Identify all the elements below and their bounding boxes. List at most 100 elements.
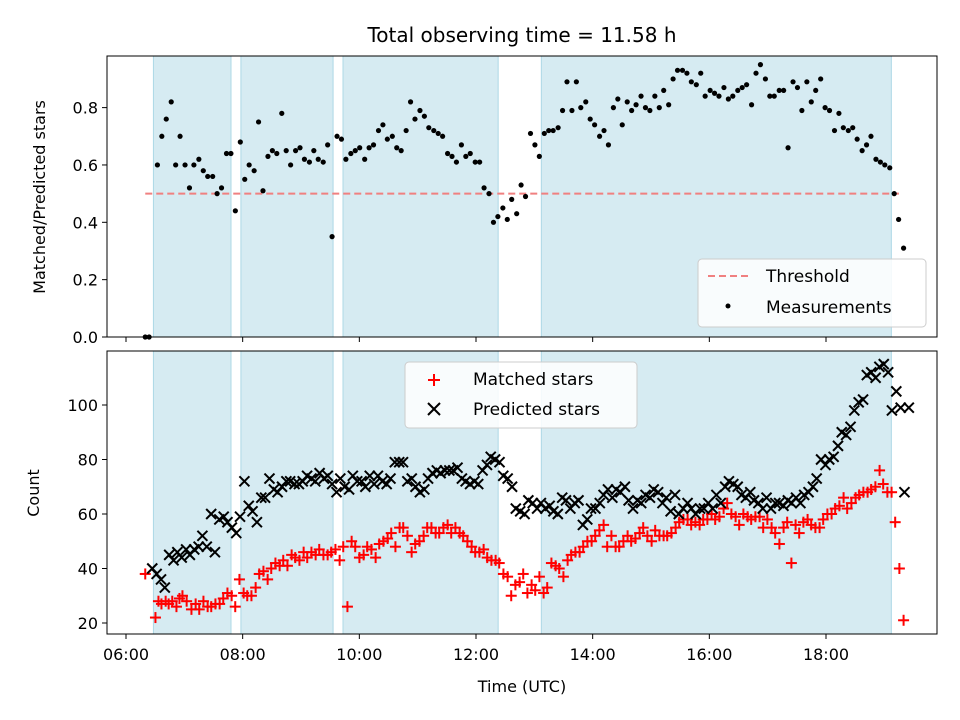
measurement-point — [173, 162, 179, 168]
matched-star-point — [769, 527, 781, 539]
measurement-point — [440, 133, 446, 139]
measurement-point — [822, 105, 828, 111]
measurement-point — [794, 84, 801, 91]
observing-interval-top — [152, 55, 232, 338]
top-legend-box — [697, 258, 927, 328]
x-tick-label: 12:00 — [453, 645, 499, 664]
matched-star-point — [418, 530, 430, 542]
predicted-star-point — [744, 486, 756, 498]
x-tick-label: 06:00 — [103, 645, 149, 664]
top-observing-intervals — [152, 55, 892, 338]
predicted-star-point — [878, 358, 890, 370]
measurement-point — [781, 87, 787, 94]
predicted-star-point — [397, 456, 409, 468]
matched-star-point — [533, 571, 545, 583]
matched-star-point — [226, 590, 238, 602]
measurement-point — [753, 70, 759, 76]
measurement-point — [205, 173, 211, 180]
legend-measurements-swatch — [725, 303, 731, 309]
predicted-star-point — [439, 464, 451, 477]
measurement-point — [739, 84, 745, 91]
bottom-y-tick-label: 100 — [67, 396, 98, 415]
measurement-point — [477, 159, 483, 165]
measurement-point — [859, 148, 865, 154]
measurement-point — [624, 99, 630, 105]
measurement-point — [191, 162, 197, 168]
predicted-star-point — [518, 508, 531, 520]
measurement-point — [679, 67, 686, 73]
predicted-star-point — [159, 581, 171, 594]
x-tick-label: 08:00 — [220, 645, 266, 664]
predicted-star-point — [406, 472, 418, 485]
measurement-point — [707, 87, 713, 94]
predicted-star-point — [481, 459, 493, 471]
matched-star-point — [341, 601, 353, 613]
measurement-point — [891, 191, 897, 197]
bottom-panel: 20 40 60 80 100 06:00 08:00 10:00 12:00 14:00 16:0… — [24, 350, 938, 696]
predicted-star-point — [368, 478, 380, 490]
matched-star-point — [893, 563, 905, 574]
measurement-point — [831, 127, 838, 134]
measurement-point — [854, 136, 860, 142]
matched-star-point — [293, 554, 305, 566]
matched-star-point — [877, 478, 889, 490]
measurement-point — [449, 153, 455, 159]
predicted-star-point — [255, 491, 268, 504]
matched-star-point — [793, 527, 805, 539]
measurement-point — [320, 159, 326, 165]
measurement-point — [813, 87, 819, 94]
matched-star-point — [181, 595, 193, 607]
matched-star-point — [502, 571, 514, 583]
matched-star-point — [365, 543, 377, 555]
measurement-point — [228, 150, 234, 157]
measurement-point — [407, 99, 414, 105]
top-panel: 0.0 0.2 0.4 0.6 0.8 Total observing time = 1… — [30, 23, 938, 347]
predicted-star-point — [840, 429, 852, 441]
predicted-star-point — [606, 491, 619, 504]
matched-star-point — [517, 568, 529, 580]
predicted-star-point — [326, 478, 338, 490]
measurement-point — [283, 148, 289, 154]
measurement-point — [444, 150, 451, 157]
matched-star-point — [898, 614, 910, 626]
measurement-point — [380, 122, 386, 128]
measurement-point — [527, 130, 534, 137]
measurement-point — [394, 145, 400, 151]
predicted-star-point — [898, 486, 911, 498]
measurement-point — [288, 162, 294, 168]
predicted-star-point — [594, 497, 606, 509]
measurement-point — [426, 125, 432, 131]
predicted-star-point — [669, 489, 681, 501]
measurement-point — [642, 105, 649, 111]
measurement-point — [186, 185, 193, 191]
matched-star-point — [761, 513, 773, 525]
predicted-star-point — [209, 546, 221, 558]
measurement-point — [403, 127, 409, 134]
measurement-point — [661, 87, 667, 94]
measurement-point — [546, 127, 552, 134]
measurement-point — [596, 133, 603, 139]
matched-star-point — [838, 492, 850, 504]
measurement-point — [210, 173, 216, 180]
predicted-star-point — [167, 554, 180, 567]
measurement-point — [348, 150, 354, 157]
predicted-star-point — [330, 486, 343, 498]
measurement-point — [804, 79, 810, 85]
matched-star-point — [334, 554, 346, 566]
measurement-point — [555, 125, 561, 131]
predicted-star-point — [234, 511, 246, 523]
measurement-point — [629, 107, 635, 114]
measurement-point — [362, 156, 368, 162]
matched-star-point — [733, 519, 745, 531]
matched-star-point — [349, 541, 361, 553]
measurement-point — [688, 79, 694, 85]
measurement-point — [564, 79, 570, 85]
measurement-point — [246, 162, 252, 168]
legend-predicted-label: Predicted stars — [473, 400, 600, 420]
measurement-point — [840, 125, 846, 131]
measurement-point — [670, 76, 676, 82]
measurement-point — [615, 96, 621, 102]
measurement-point — [850, 125, 856, 131]
matched-star-point — [139, 568, 151, 580]
x-tick-label: 18:00 — [803, 645, 849, 664]
